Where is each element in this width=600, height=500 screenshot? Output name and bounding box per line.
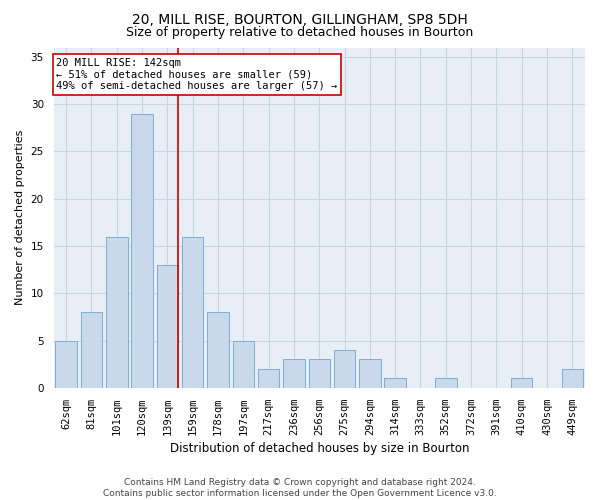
Bar	[359, 360, 380, 388]
Bar	[258, 369, 280, 388]
Bar	[283, 360, 305, 388]
Bar	[562, 369, 583, 388]
Bar	[55, 340, 77, 388]
Bar	[182, 236, 203, 388]
Bar	[233, 340, 254, 388]
Text: 20, MILL RISE, BOURTON, GILLINGHAM, SP8 5DH: 20, MILL RISE, BOURTON, GILLINGHAM, SP8 …	[132, 12, 468, 26]
Bar	[308, 360, 330, 388]
Y-axis label: Number of detached properties: Number of detached properties	[15, 130, 25, 306]
Bar	[207, 312, 229, 388]
Bar	[106, 236, 128, 388]
Bar	[511, 378, 532, 388]
Bar	[131, 114, 153, 388]
Text: Contains HM Land Registry data © Crown copyright and database right 2024.
Contai: Contains HM Land Registry data © Crown c…	[103, 478, 497, 498]
Bar	[385, 378, 406, 388]
Bar	[157, 265, 178, 388]
X-axis label: Distribution of detached houses by size in Bourton: Distribution of detached houses by size …	[170, 442, 469, 455]
Bar	[435, 378, 457, 388]
Bar	[334, 350, 355, 388]
Text: 20 MILL RISE: 142sqm
← 51% of detached houses are smaller (59)
49% of semi-detac: 20 MILL RISE: 142sqm ← 51% of detached h…	[56, 58, 337, 91]
Text: Size of property relative to detached houses in Bourton: Size of property relative to detached ho…	[127, 26, 473, 39]
Bar	[81, 312, 102, 388]
